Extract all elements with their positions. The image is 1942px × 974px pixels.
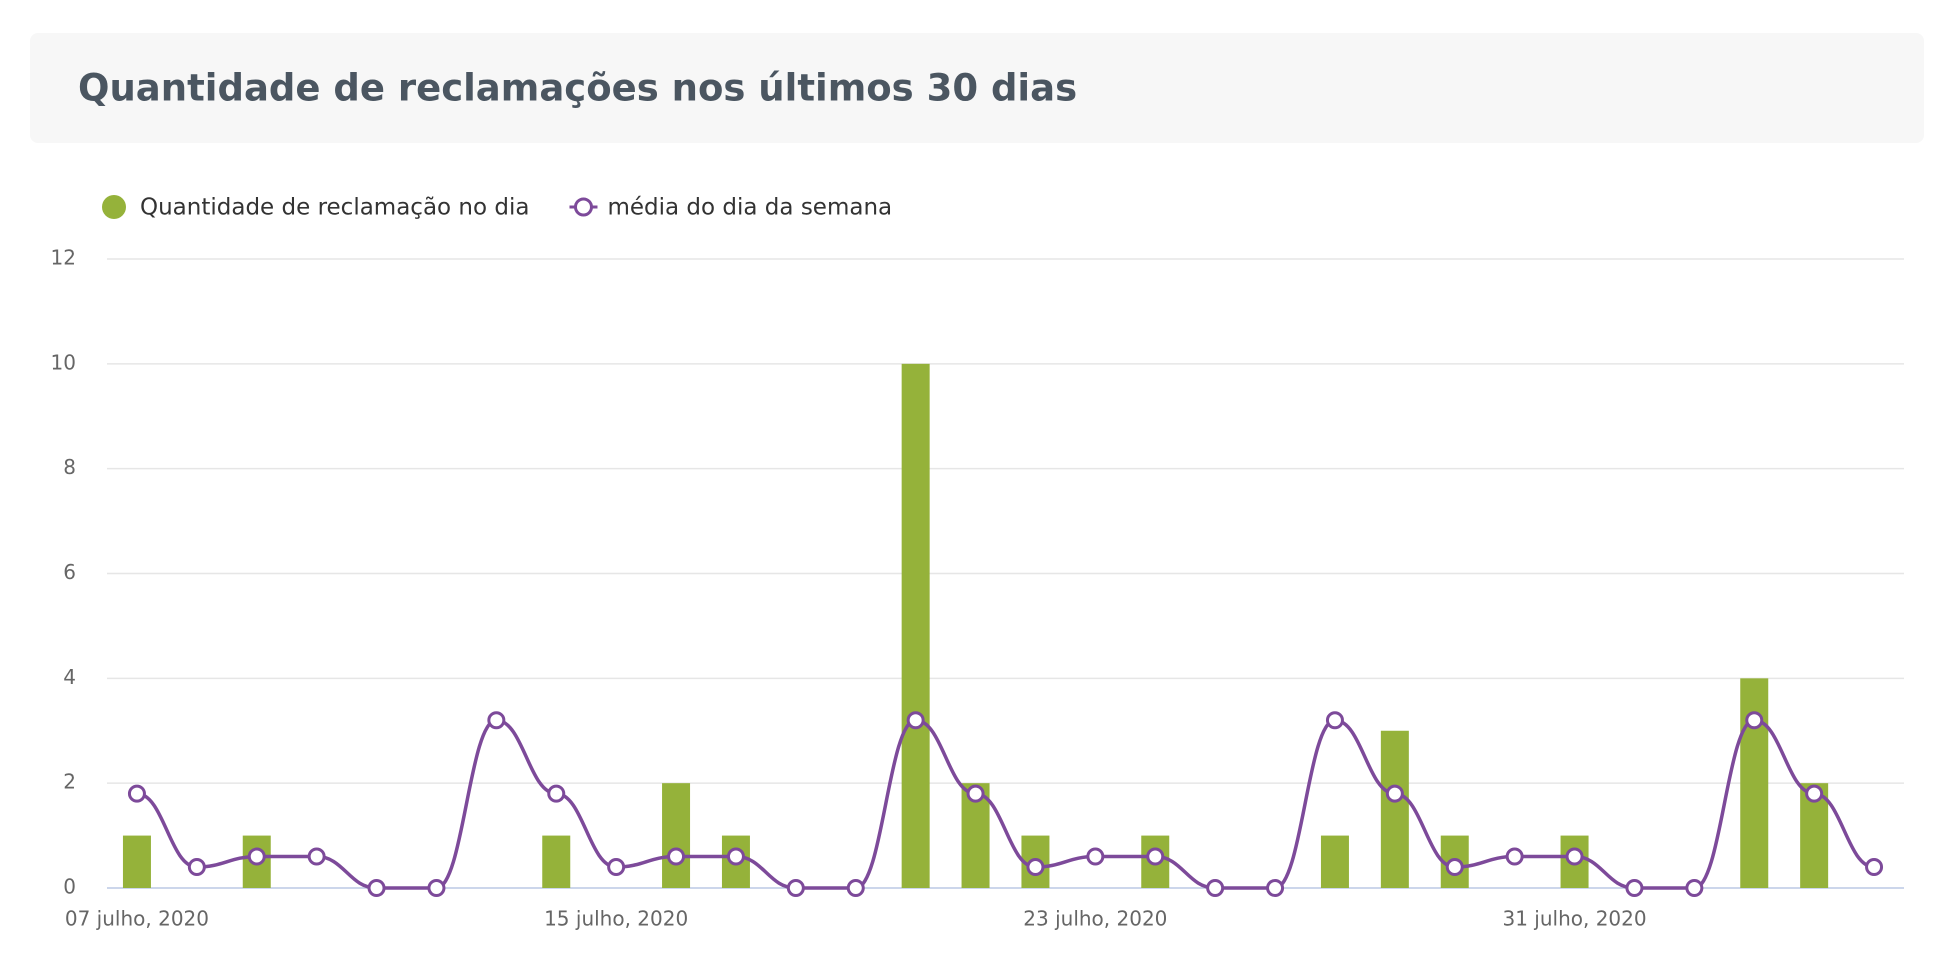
legend-swatch xyxy=(102,195,126,219)
x-tick-label: 15 julho, 2020 xyxy=(544,907,688,931)
x-tick-label: 31 julho, 2020 xyxy=(1502,907,1646,931)
legend-swatch xyxy=(573,197,593,217)
line-marker xyxy=(1865,858,1884,877)
bar xyxy=(1320,835,1349,888)
line-marker xyxy=(247,847,266,866)
bar xyxy=(122,835,151,888)
line-marker xyxy=(667,847,686,866)
line xyxy=(136,718,1875,890)
bar xyxy=(1740,678,1769,888)
line-marker xyxy=(1805,784,1824,803)
line-marker xyxy=(726,847,745,866)
y-tick-label: 10 xyxy=(51,350,76,374)
line-marker xyxy=(187,858,206,877)
line-marker xyxy=(1685,879,1704,897)
bar xyxy=(901,363,930,888)
y-tick-label: 2 xyxy=(63,770,76,794)
title-panel xyxy=(30,33,1924,143)
line-marker xyxy=(786,879,805,897)
line-marker xyxy=(307,847,326,866)
line-marker xyxy=(1565,847,1584,866)
line-marker xyxy=(1146,847,1165,866)
line-marker xyxy=(1625,879,1644,897)
y-tick-label: 6 xyxy=(63,560,76,584)
line-marker xyxy=(966,784,985,803)
line-marker xyxy=(367,879,386,897)
legend-label: média do dia da semana xyxy=(607,195,892,221)
y-tick-label: 12 xyxy=(51,246,76,270)
bar xyxy=(662,783,691,888)
line-marker xyxy=(1026,858,1045,877)
line-marker xyxy=(487,711,506,730)
y-tick-label: 0 xyxy=(63,875,76,899)
line-marker xyxy=(1385,784,1404,803)
legend: Quantidade de reclamação no dia média do … xyxy=(102,195,892,221)
line-marker xyxy=(846,879,865,897)
line-marker xyxy=(1086,847,1105,866)
line-marker xyxy=(1206,879,1225,897)
line-marker xyxy=(1445,858,1464,877)
x-tick-label: 07 julho, 2020 xyxy=(65,907,209,931)
line-marker xyxy=(1745,711,1764,730)
line-marker xyxy=(427,879,446,897)
legend-label: Quantidade de reclamação no dia xyxy=(140,195,529,221)
line-marker xyxy=(906,711,925,730)
line-marker xyxy=(547,784,566,803)
x-tick-label: 23 julho, 2020 xyxy=(1023,907,1167,931)
line-marker xyxy=(1505,847,1524,866)
line-marker xyxy=(1266,879,1285,897)
chart-title: Quantidade de reclamações nos últimos 30… xyxy=(78,67,1077,110)
bar xyxy=(1380,730,1409,888)
y-tick-label: 8 xyxy=(63,455,76,479)
bar xyxy=(542,835,571,888)
line-marker xyxy=(127,784,146,803)
line-marker xyxy=(1325,711,1344,730)
y-tick-label: 4 xyxy=(63,665,76,689)
line-marker xyxy=(607,858,626,877)
